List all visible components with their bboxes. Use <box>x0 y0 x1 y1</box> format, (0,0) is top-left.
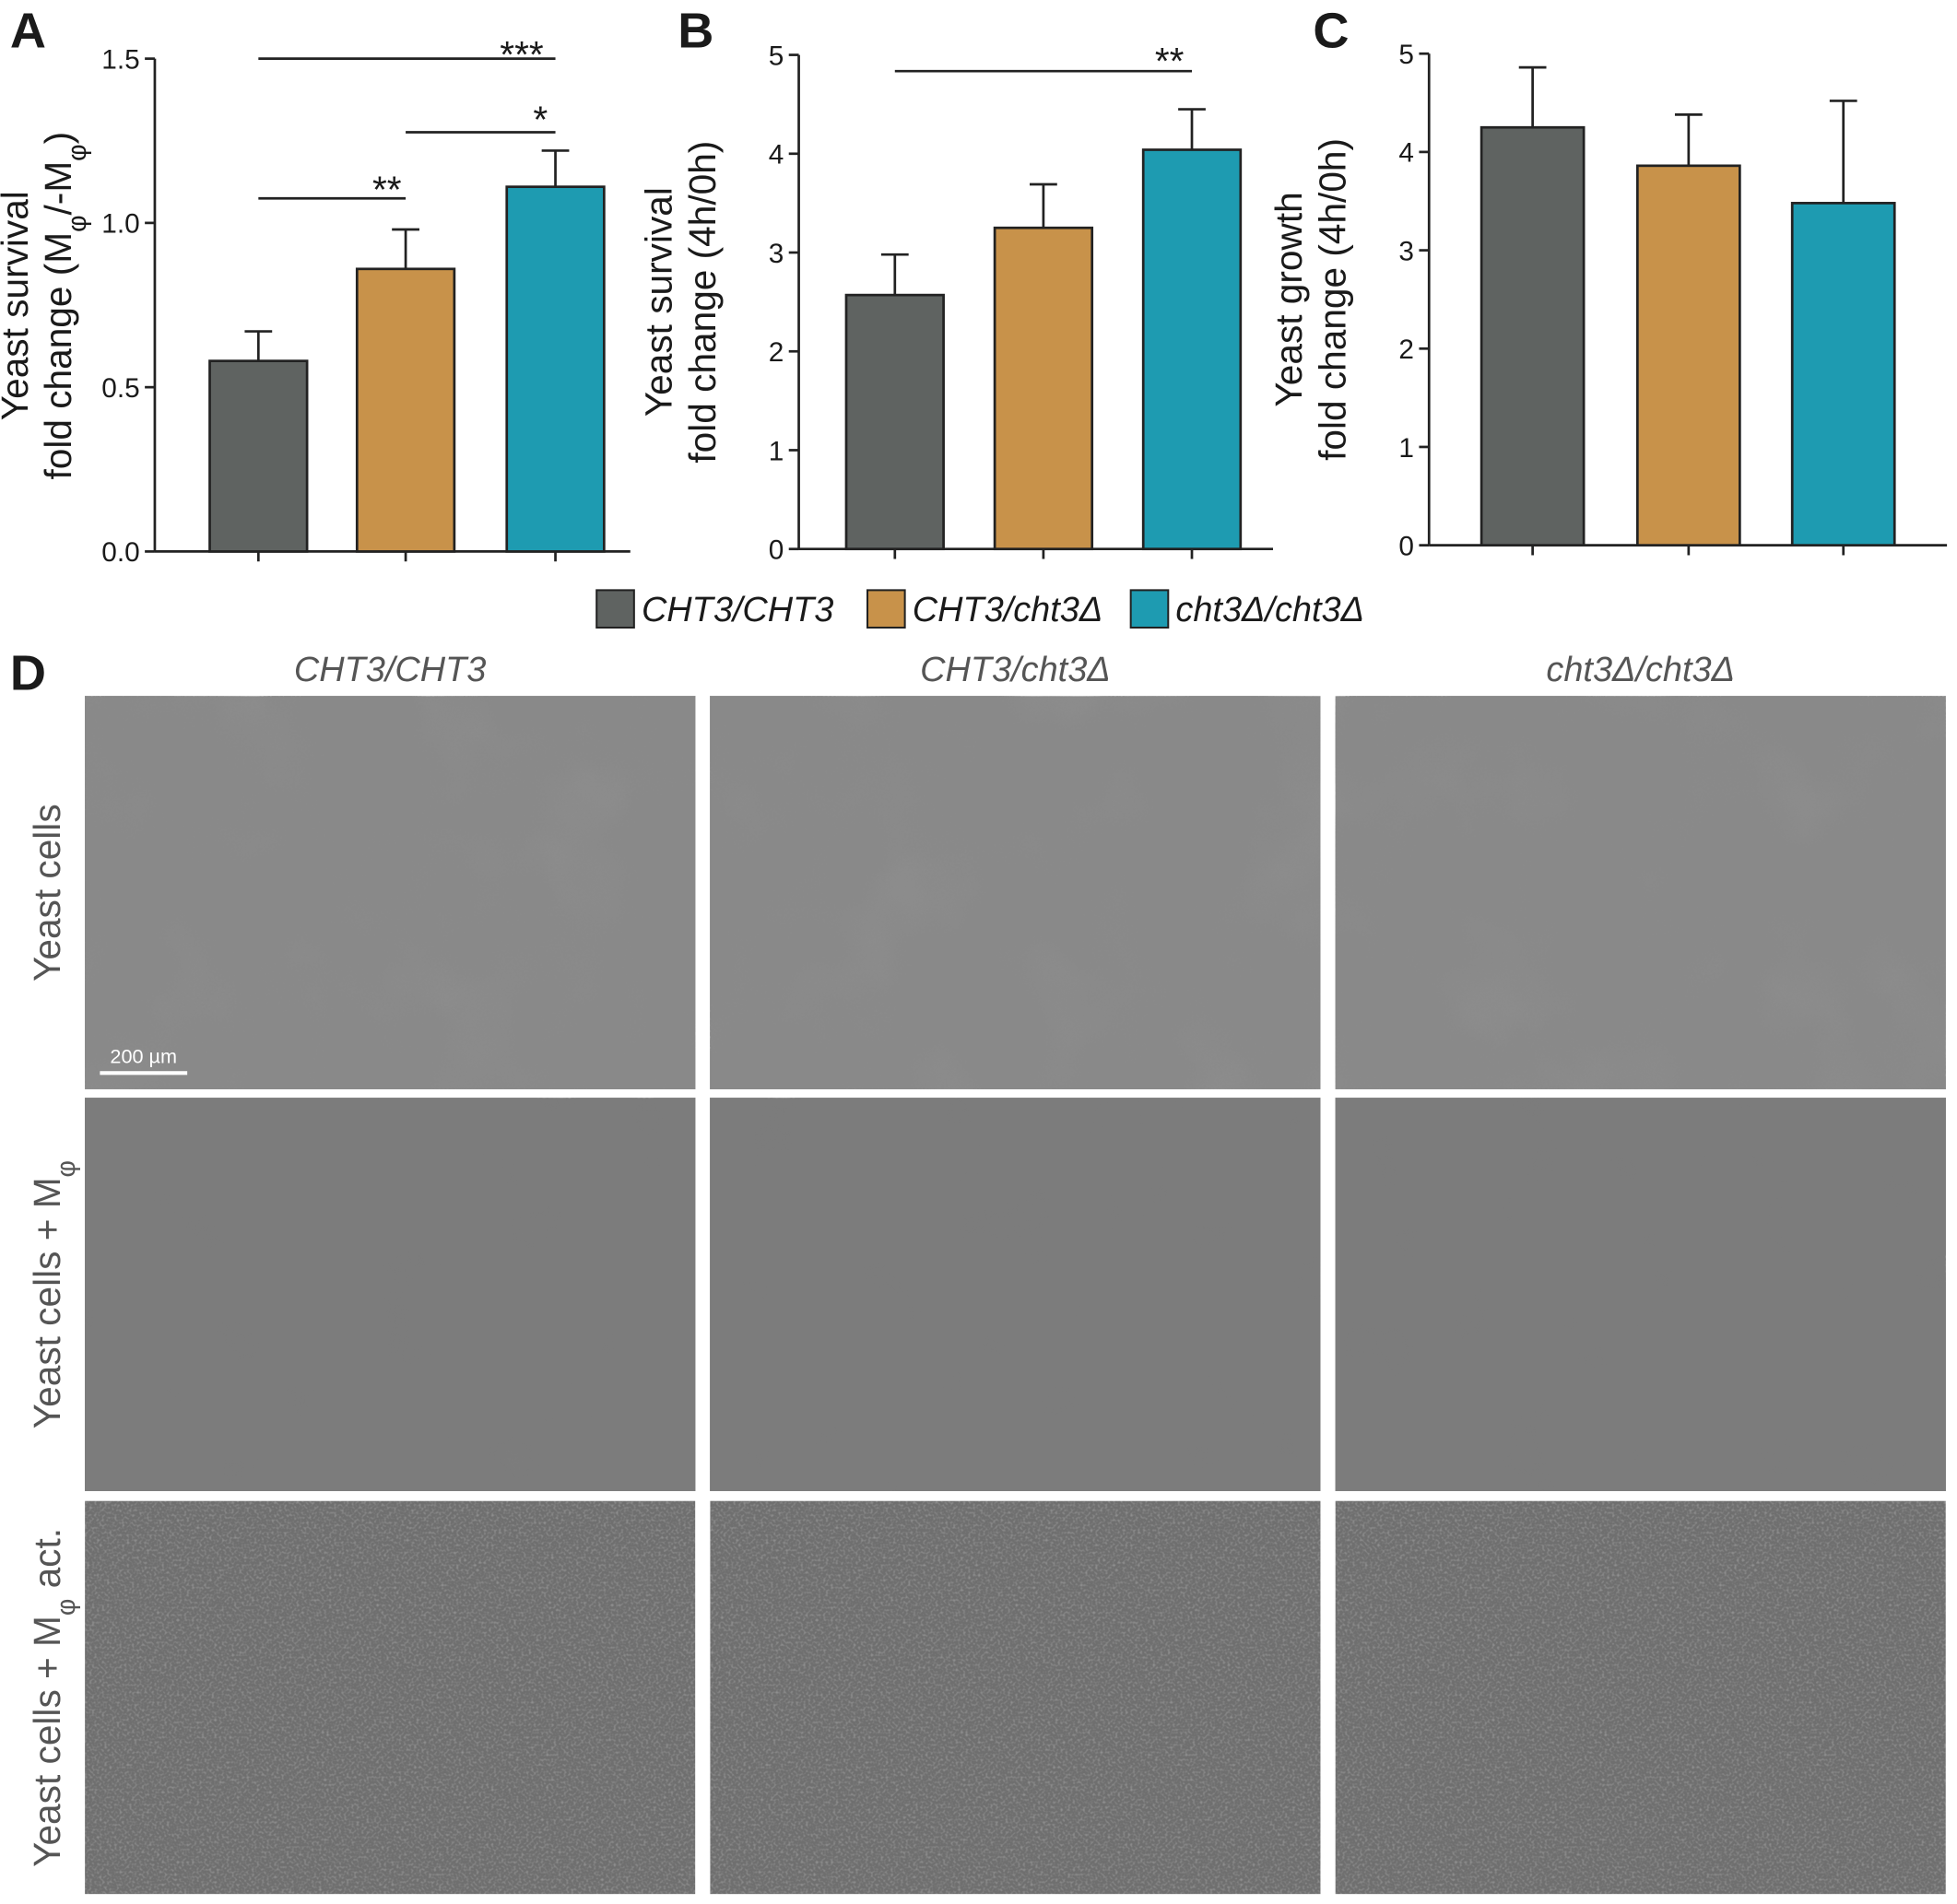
micrograph-texture <box>85 1500 696 1895</box>
y-tick-label: 3 <box>769 239 784 269</box>
micrograph-texture <box>85 696 696 1089</box>
panel-letter: B <box>678 3 713 58</box>
bar <box>1480 125 1586 547</box>
y-axis-label: Yeast survival <box>637 187 679 417</box>
bar <box>1141 148 1243 551</box>
scale-bar-label: 200 µm <box>110 1044 177 1067</box>
bar <box>505 185 606 553</box>
micrograph-texture <box>85 1098 696 1491</box>
y-tick-label: 1 <box>1398 433 1414 464</box>
y-tick-label: 4 <box>769 140 784 170</box>
legend-label: CHT3/CHT3 <box>642 591 833 629</box>
y-tick-label: 2 <box>1398 335 1414 365</box>
micrograph-texture <box>1335 696 1946 1089</box>
y-tick-label: 1 <box>769 436 784 466</box>
bar <box>1790 202 1896 547</box>
y-axis-label: fold change (4h/0h) <box>1312 138 1354 461</box>
column-header: CHT3/CHT3 <box>294 651 486 689</box>
row-label: Yeast cells <box>26 804 68 981</box>
micrograph-texture <box>710 696 1321 1089</box>
bar <box>355 267 456 553</box>
y-axis-label: Yeast growth <box>1267 192 1310 406</box>
y-tick-label: 1.5 <box>101 44 139 75</box>
y-tick-label: 2 <box>769 337 784 368</box>
micrograph-texture <box>1335 1500 1946 1895</box>
legend-swatch <box>1129 589 1170 629</box>
legend-label: CHT3/cht3Δ <box>913 591 1103 629</box>
significance-label: *** <box>500 33 544 76</box>
bar <box>844 293 945 551</box>
micrograph-texture <box>1335 1098 1946 1491</box>
y-tick-label: 0 <box>1398 531 1414 561</box>
column-header: CHT3/cht3Δ <box>920 651 1111 689</box>
micrograph-texture <box>710 1098 1321 1491</box>
y-axis-label: fold change (Mφ/-Mφ) <box>37 132 92 480</box>
column-header: cht3Δ/cht3Δ <box>1546 651 1735 689</box>
legend-label: cht3Δ/cht3Δ <box>1175 591 1364 629</box>
y-tick-label: 3 <box>1398 236 1414 266</box>
panel-letter: C <box>1313 3 1349 58</box>
bar <box>993 226 1094 551</box>
y-axis-label: fold change (4h/0h) <box>681 141 724 464</box>
y-tick-label: 1.0 <box>101 209 139 240</box>
y-tick-label: 5 <box>769 41 784 71</box>
row-label: Yeast cells + Mφ act. <box>26 1528 81 1867</box>
row-label: Yeast cells + Mφ <box>26 1160 81 1428</box>
bar <box>1635 164 1741 547</box>
panel-letter: D <box>10 646 46 701</box>
y-tick-label: 4 <box>1398 138 1414 169</box>
significance-label: ** <box>1155 40 1185 82</box>
panel-letter: A <box>10 3 46 58</box>
significance-label: * <box>533 99 548 141</box>
micrograph-texture <box>710 1500 1321 1895</box>
legend-swatch <box>866 589 906 629</box>
bar <box>208 359 309 553</box>
y-axis-label: Yeast survival <box>0 191 36 420</box>
y-tick-label: 0.0 <box>101 537 139 568</box>
y-tick-label: 5 <box>1398 40 1414 70</box>
legend-swatch <box>595 589 635 629</box>
y-tick-label: 0 <box>769 535 784 566</box>
y-tick-label: 0.5 <box>101 373 139 404</box>
significance-label: ** <box>372 168 402 210</box>
